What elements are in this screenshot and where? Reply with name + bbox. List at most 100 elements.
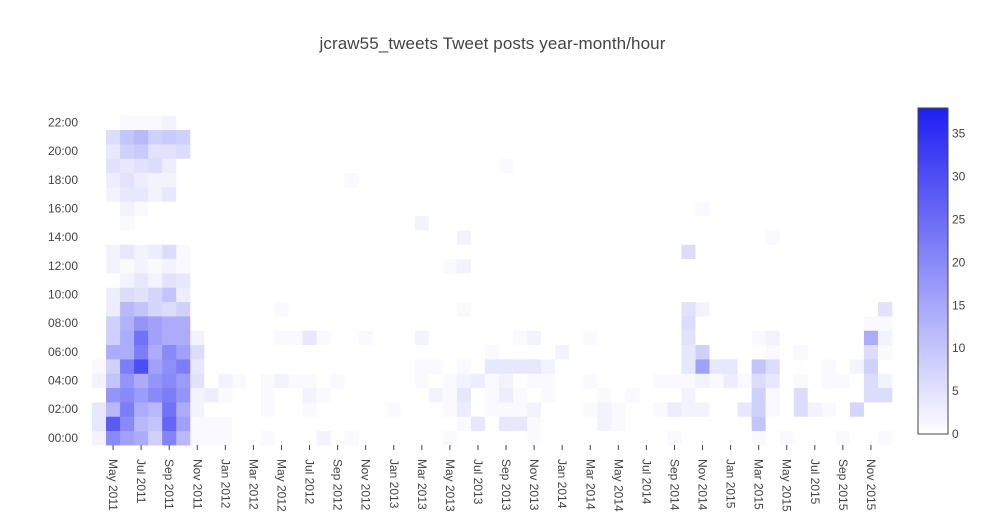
heatmap-cell: [232, 115, 247, 131]
heatmap-cell: [667, 402, 682, 417]
heatmap-cell: [499, 344, 514, 360]
heatmap-cell: [260, 416, 275, 432]
heatmap-cell: [176, 158, 191, 174]
heatmap-cell: [611, 387, 626, 403]
heatmap-cell: [639, 430, 654, 446]
heatmap-cell: [821, 344, 837, 360]
heatmap-cell: [765, 258, 781, 274]
heatmap-cell: [288, 115, 303, 131]
heatmap-cell: [499, 430, 514, 446]
heatmap-cell: [316, 287, 331, 303]
heatmap-cell: [316, 416, 331, 432]
heatmap-cell: [120, 187, 135, 202]
heatmap-cell: [330, 230, 346, 245]
heatmap-cell: [583, 373, 598, 389]
heatmap-cell: [176, 387, 191, 403]
heatmap-cell: [667, 373, 682, 389]
heatmap-cell: [695, 387, 710, 403]
heatmap-cell: [358, 287, 374, 303]
heatmap-cell: [316, 330, 331, 346]
heatmap-cell: [316, 201, 331, 217]
heatmap-cell: [849, 416, 865, 432]
heatmap-cell: [555, 402, 570, 417]
heatmap-cell: [442, 215, 458, 231]
heatmap-cell: [134, 244, 149, 260]
heatmap-cell: [527, 258, 542, 274]
heatmap-cell: [372, 287, 388, 303]
x-tick-label: May 2012: [274, 459, 288, 512]
heatmap-cell: [190, 287, 205, 303]
heatmap-cell: [695, 316, 710, 331]
heatmap-cell: [246, 402, 261, 417]
heatmap-cell: [667, 330, 682, 346]
heatmap-cell: [807, 215, 823, 231]
heatmap-cell: [456, 144, 472, 159]
heatmap-cell: [442, 158, 458, 174]
heatmap-cell: [849, 430, 865, 446]
heatmap-cell: [414, 430, 430, 446]
heatmap-cell: [260, 201, 275, 217]
heatmap-cell: [302, 287, 317, 303]
heatmap-cell: [134, 230, 149, 245]
heatmap-cell: [667, 201, 682, 217]
heatmap-cell: [302, 244, 317, 260]
x-tick-label: Jul 2015: [808, 459, 822, 505]
heatmap-cell: [849, 344, 865, 360]
heatmap-cell: [358, 101, 374, 116]
heatmap-cell: [737, 129, 753, 145]
heatmap-cell: [218, 187, 233, 202]
heatmap-cell: [709, 258, 724, 274]
heatmap-cell: [709, 144, 724, 159]
heatmap-cell: [821, 316, 837, 331]
x-tick-label: Mar 2012: [246, 459, 260, 510]
heatmap-cell: [176, 373, 191, 389]
heatmap-cell: [863, 387, 879, 403]
heatmap-cell: [484, 330, 500, 346]
heatmap-cell: [134, 344, 149, 360]
heatmap-cell: [190, 115, 205, 131]
heatmap-cell: [162, 301, 177, 317]
heatmap-cell: [779, 430, 795, 446]
heatmap-cell: [106, 416, 121, 432]
heatmap-cell: [611, 316, 626, 331]
heatmap-cell: [849, 330, 865, 346]
heatmap-cell: [821, 230, 837, 245]
heatmap-cell: [555, 273, 570, 288]
heatmap-cell: [849, 359, 865, 374]
heatmap-cell: [442, 144, 458, 159]
heatmap-cell: [162, 172, 177, 188]
heatmap-cell: [639, 330, 654, 346]
heatmap-cell: [246, 158, 261, 174]
heatmap-cell: [414, 330, 430, 346]
heatmap-cell: [302, 359, 317, 374]
x-tick-label: Jan 2014: [555, 459, 569, 509]
heatmap-cell: [176, 101, 191, 116]
heatmap-cell: [92, 115, 107, 131]
heatmap-cell: [779, 416, 795, 432]
heatmap-cell: [849, 144, 865, 159]
heatmap-cell: [274, 316, 289, 331]
heatmap-cell: [653, 430, 668, 446]
heatmap-cell: [793, 244, 809, 260]
heatmap-cell: [835, 129, 851, 145]
heatmap-cell: [456, 344, 472, 360]
heatmap-cell: [863, 101, 879, 116]
heatmap-cell: [639, 158, 654, 174]
heatmap-cell: [232, 144, 247, 159]
heatmap-cell: [386, 129, 402, 145]
heatmap-cell: [695, 416, 710, 432]
heatmap-cell: [176, 201, 191, 217]
heatmap-cell: [372, 330, 388, 346]
heatmap-cell: [625, 359, 640, 374]
heatmap-cell: [541, 187, 556, 202]
heatmap-cell: [442, 301, 458, 317]
heatmap-cell: [513, 316, 528, 331]
heatmap-cell: [106, 201, 121, 217]
heatmap-cell: [625, 402, 640, 417]
heatmap-cell: [344, 273, 360, 288]
heatmap-cell: [134, 215, 149, 231]
heatmap-cell: [106, 101, 121, 116]
heatmap-cell: [358, 273, 374, 288]
heatmap-cell: [288, 201, 303, 217]
heatmap-cell: [344, 201, 360, 217]
